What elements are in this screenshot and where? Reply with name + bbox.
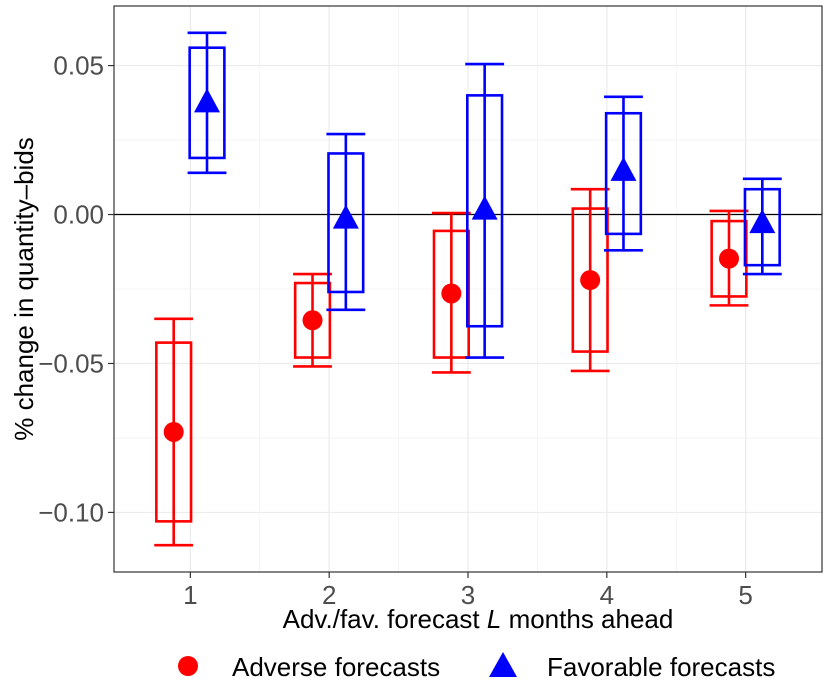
y-axis-title: % change in quantity–bids	[9, 137, 39, 441]
legend-key-adverse-circle	[178, 656, 198, 676]
x-tick-label: 2	[322, 580, 336, 610]
x-tick-label: 4	[600, 580, 614, 610]
interval-box	[571, 207, 609, 353]
estimate-point-triangle	[194, 88, 221, 113]
estimate-point-circle	[441, 283, 462, 304]
y-tick-label: 0.00	[53, 200, 104, 230]
estimate-point-triangle	[610, 156, 637, 181]
y-tick-label: 0.05	[53, 51, 104, 81]
interval-box	[188, 46, 226, 160]
x-tick-label: 1	[183, 580, 197, 610]
x-tick-label: 5	[738, 580, 752, 610]
legend: Adverse forecasts Favorable forecasts	[178, 652, 775, 682]
estimate-point-circle	[580, 270, 601, 291]
estimate-point-triangle	[471, 195, 498, 220]
interval-box	[710, 219, 748, 298]
x-tick-label: 3	[461, 580, 475, 610]
series-favorable	[187, 31, 782, 359]
estimate-point-triangle	[749, 209, 776, 234]
x-axis-title-suffix: months ahead	[509, 604, 674, 634]
estimate-point-triangle	[332, 204, 359, 229]
x-axis-title-var: L	[487, 604, 501, 634]
interval-box	[155, 341, 193, 523]
y-tick-label: −0.10	[38, 497, 104, 527]
interval-box	[743, 187, 781, 267]
legend-key-favorable-triangle	[489, 652, 517, 677]
interval-box	[327, 152, 365, 294]
legend-label-adverse: Adverse forecasts	[232, 652, 440, 682]
estimate-point-circle	[718, 248, 739, 269]
interval-box	[466, 94, 504, 328]
interval-box	[293, 281, 332, 359]
legend-label-favorable: Favorable forecasts	[547, 652, 775, 682]
chart-marks	[114, 31, 822, 547]
estimate-point-circle	[302, 310, 323, 331]
x-axis-title-prefix: Adv./fav. forecast	[283, 604, 487, 634]
axes: 0.05 0.00 −0.05 −0.10 1 2 3 4 5	[38, 51, 753, 610]
y-tick-label: −0.05	[38, 348, 104, 378]
estimate-point-circle	[163, 421, 184, 442]
interval-box	[432, 229, 470, 359]
interval-box	[604, 111, 643, 236]
x-axis-title: Adv./fav. forecast L months ahead	[283, 604, 674, 634]
series-adverse	[154, 187, 749, 547]
